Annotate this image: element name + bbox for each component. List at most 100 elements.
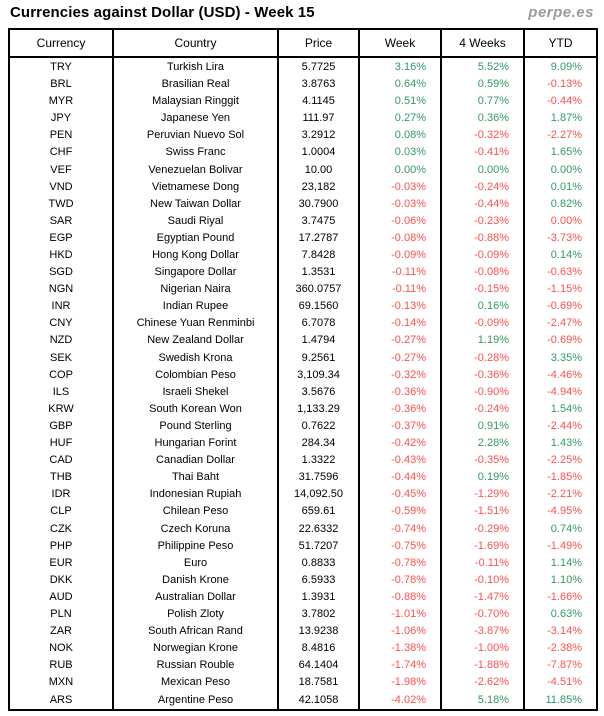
table-row: MXN Mexican Peso 18.7581 -1.98% -2.62% -4.51% [9, 673, 597, 691]
country-cell: Philippine Peso [112, 537, 278, 555]
ytd-cell: 1.65% [523, 143, 597, 161]
country-cell: Norwegian Krone [112, 639, 278, 657]
column-header-ytd: YTD [523, 29, 597, 58]
week-cell: 0.03% [358, 143, 441, 161]
price-cell: 31.7596 [277, 468, 359, 486]
currency-code-cell: BRL [50, 78, 72, 91]
brand-logo: perpe.es [528, 4, 594, 21]
week-cell: -0.78% [358, 571, 441, 589]
price-cell: 111.97 [277, 109, 359, 127]
currency-code-cell: EGP [49, 231, 73, 244]
column-header-week: Week [358, 29, 441, 58]
four-weeks-cell: 0.19% [440, 468, 524, 486]
four-weeks-cell: -1.69% [440, 537, 524, 555]
table-row: NGN Nigerian Naira 360.0757 -0.11% -0.15% -1.… [9, 280, 597, 298]
table-row: IDR Indonesian Rupiah 14,092.50 -0.45% -1.29… [9, 485, 597, 503]
table-row: VEF Venezuelan Bolivar 10.00 0.00% 0.00% 0.00… [9, 161, 597, 179]
table-row: CLP Chilean Peso 659.61 -0.59% -1.51% -4.95% [9, 502, 597, 520]
table-row: NOK Norwegian Krone 8.4816 -1.38% -1.00% -2.3… [9, 639, 597, 657]
price-cell: 1.3322 [277, 451, 359, 469]
country-cell: Thai Baht [112, 468, 278, 486]
price-cell: 0.8833 [277, 554, 359, 572]
currency-code-cell: EUR [49, 556, 73, 569]
ytd-cell: -1.15% [523, 280, 597, 298]
table-row: THB Thai Baht 31.7596 -0.44% 0.19% -1.85% [9, 468, 597, 486]
four-weeks-cell: 5.52% [440, 57, 524, 76]
price-cell: 64.1404 [277, 656, 359, 674]
currency-code-cell: HUF [49, 437, 73, 450]
ytd-cell: 1.87% [523, 109, 597, 127]
ytd-cell: -1.85% [523, 468, 597, 486]
currency-table-body: TRY Turkish Lira 5.7725 3.16% 5.52% 9.09% BRL B… [9, 57, 597, 710]
price-cell: 3,109.34 [277, 366, 359, 384]
ytd-cell: 0.74% [523, 519, 597, 538]
four-weeks-cell: 0.59% [440, 75, 524, 93]
four-weeks-cell: -2.62% [440, 673, 524, 691]
country-cell: New Taiwan Dollar [112, 195, 278, 213]
four-weeks-cell: -0.35% [440, 451, 524, 469]
country-cell: Polish Zloty [112, 605, 278, 623]
ytd-cell: 9.09% [523, 57, 597, 76]
week-cell: -0.36% [358, 400, 441, 418]
four-weeks-cell: -0.23% [440, 212, 524, 230]
currency-code-cell: PHP [49, 539, 73, 552]
four-weeks-cell: -0.32% [440, 126, 524, 144]
ytd-cell: 3.35% [523, 349, 597, 367]
price-cell: 1.3531 [277, 263, 359, 281]
week-cell: -1.06% [358, 622, 441, 640]
four-weeks-cell: -3.87% [440, 622, 524, 640]
price-cell: 23,182 [277, 178, 359, 196]
price-cell: 69.1560 [277, 297, 359, 315]
table-row: BRL Brasilian Real 3.8763 0.64% 0.59% -0.13% [9, 75, 597, 93]
week-cell: -1.98% [358, 673, 441, 691]
ytd-cell: 0.82% [523, 195, 597, 213]
price-cell: 6.7078 [277, 314, 359, 332]
table-row: CZK Czech Koruna 22.6332 -0.74% -0.29% 0.74% [9, 519, 597, 538]
price-cell: 0.7622 [277, 417, 359, 435]
ytd-cell: 11.85% [523, 690, 597, 710]
ytd-cell: -2.44% [523, 417, 597, 435]
currency-code-cell: AUD [49, 590, 73, 603]
week-cell: -0.11% [358, 280, 441, 298]
four-weeks-cell: -1.00% [440, 639, 524, 657]
currency-code-cell: PLN [50, 607, 72, 620]
week-cell: -0.37% [358, 417, 441, 435]
ytd-cell: -2.25% [523, 451, 597, 469]
country-cell: Hungarian Forint [112, 434, 278, 452]
week-cell: -0.45% [358, 485, 441, 503]
currency-code-cell: SGD [49, 266, 73, 279]
currency-code-cell: SEK [49, 351, 72, 364]
price-cell: 9.2561 [277, 349, 359, 367]
four-weeks-cell: -0.28% [440, 349, 524, 367]
ytd-cell: -4.95% [523, 502, 597, 520]
currency-code-cell: GBP [49, 419, 73, 432]
price-cell: 284.34 [277, 434, 359, 452]
price-cell: 42.1058 [277, 690, 359, 710]
currency-code-cell: KRW [48, 402, 74, 415]
four-weeks-cell: -0.36% [440, 366, 524, 384]
price-cell: 3.8763 [277, 75, 359, 93]
price-cell: 5.7725 [277, 57, 359, 76]
country-cell: Turkish Lira [112, 57, 278, 76]
table-row: PLN Polish Zloty 3.7802 -1.01% -0.70% 0.63% [9, 605, 597, 623]
price-cell: 14,092.50 [277, 485, 359, 503]
currency-table: Currency Country Price Week 4 Weeks YTD … [8, 28, 598, 711]
column-header-currency: Currency [9, 29, 113, 58]
country-cell: Chinese Yuan Renminbi [112, 314, 278, 332]
ytd-cell: -4.51% [523, 673, 597, 691]
week-cell: 0.64% [358, 75, 441, 93]
country-cell: Peruvian Nuevo Sol [112, 126, 278, 144]
table-row: SGD Singapore Dollar 1.3531 -0.11% -0.08% -0.… [9, 263, 597, 281]
week-cell: -0.59% [358, 502, 441, 520]
currency-code-cell: CZK [50, 522, 72, 535]
four-weeks-cell: -0.09% [440, 246, 524, 264]
currency-code-cell: THB [50, 471, 72, 484]
week-cell: -0.44% [358, 468, 441, 486]
week-cell: 0.08% [358, 126, 441, 144]
week-cell: -0.36% [358, 383, 441, 401]
four-weeks-cell: -0.41% [440, 143, 524, 161]
country-cell: Japanese Yen [112, 109, 278, 127]
table-row: COP Colombian Peso 3,109.34 -0.32% -0.36% -4.… [9, 366, 597, 384]
table-row: SAR Saudi Riyal 3.7475 -0.06% -0.23% 0.00% [9, 212, 597, 230]
table-row: NZD New Zealand Dollar 1.4794 -0.27% 1.19% -0… [9, 331, 597, 350]
